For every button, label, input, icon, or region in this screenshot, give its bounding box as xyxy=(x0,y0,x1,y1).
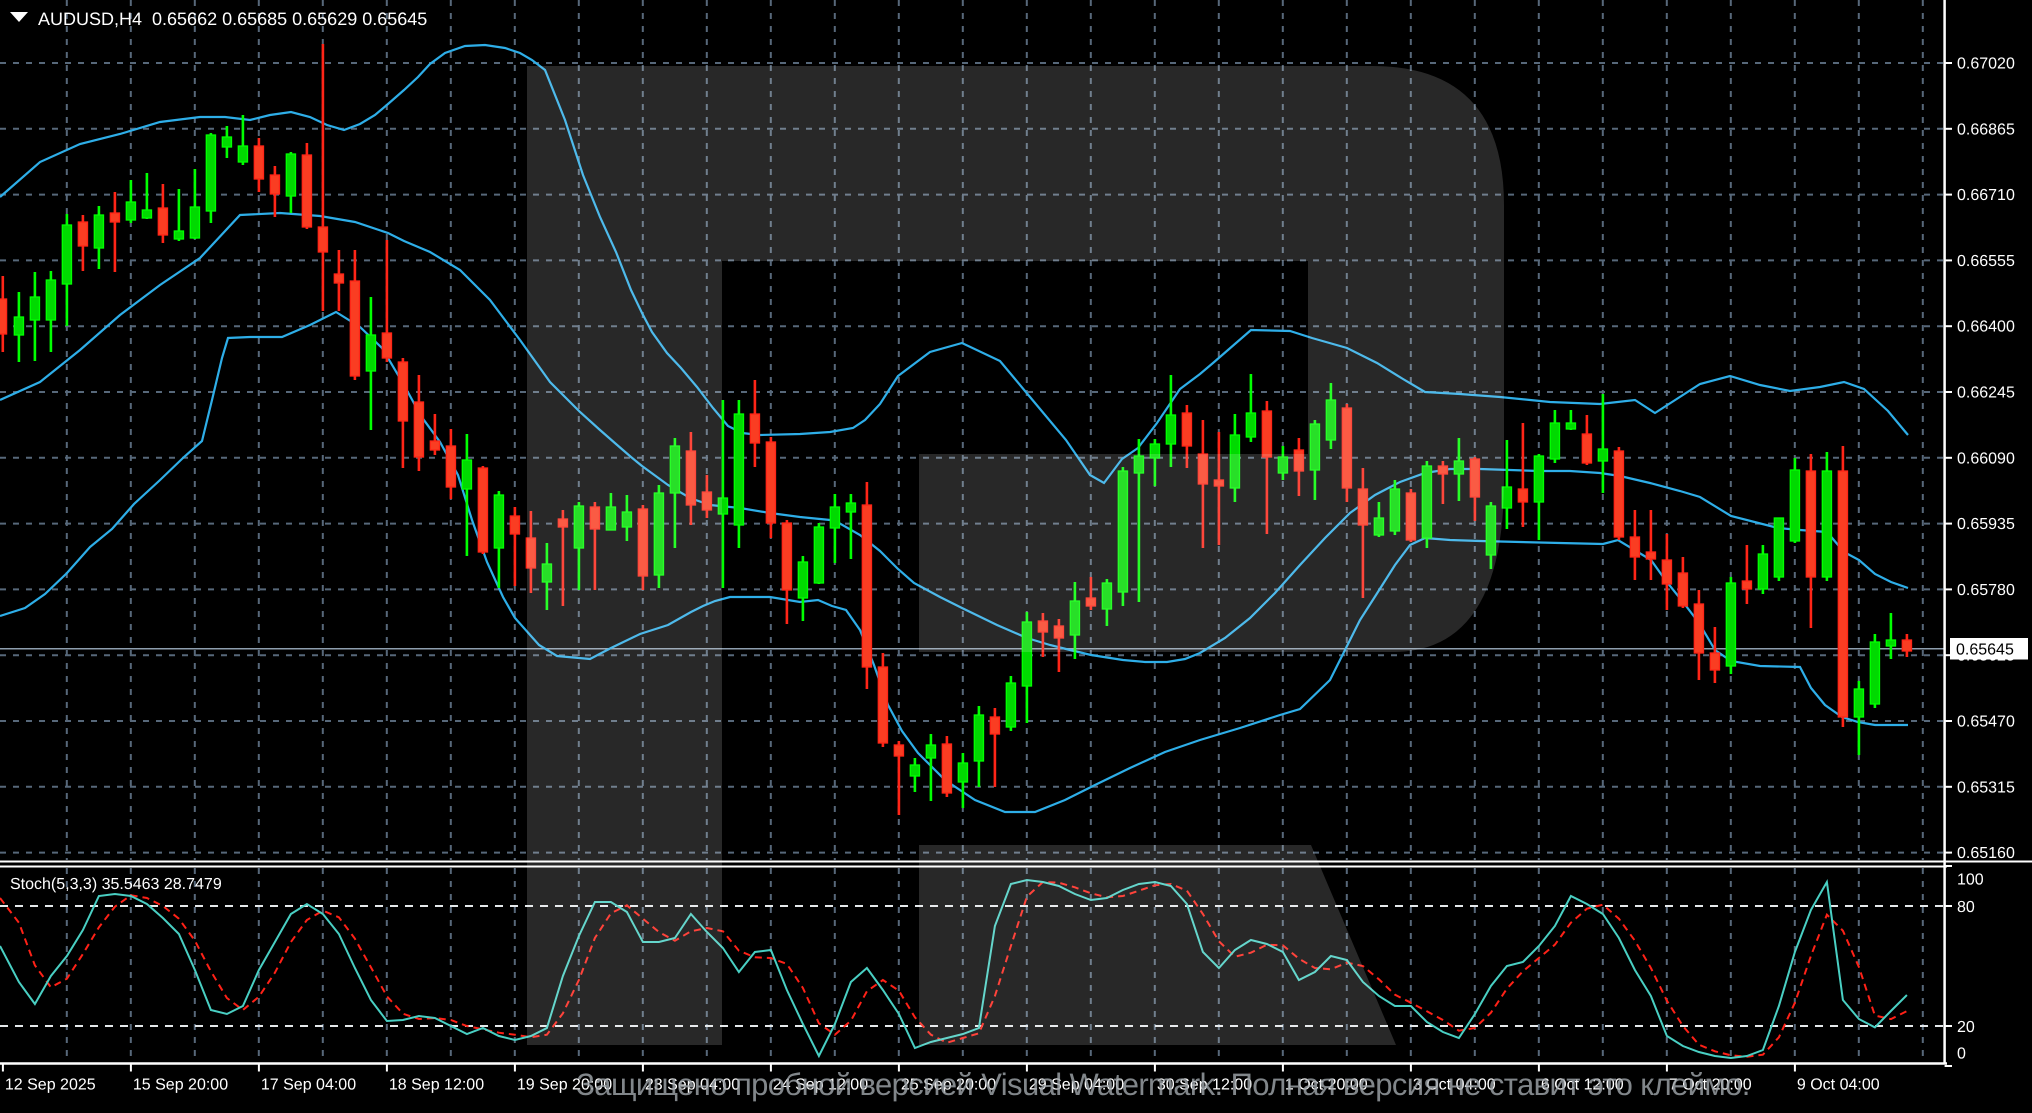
svg-text:0.65160: 0.65160 xyxy=(1957,845,2015,862)
svg-text:0.66865: 0.66865 xyxy=(1957,121,2015,138)
svg-text:19 Sep 20:00: 19 Sep 20:00 xyxy=(517,1077,612,1094)
svg-text:23 Sep 04:00: 23 Sep 04:00 xyxy=(645,1077,740,1094)
svg-text:24 Sep 12:00: 24 Sep 12:00 xyxy=(773,1077,868,1094)
svg-text:29 Sep 04:00: 29 Sep 04:00 xyxy=(1029,1077,1124,1094)
svg-text:25 Sep 20:00: 25 Sep 20:00 xyxy=(901,1077,996,1094)
svg-text:0.65470: 0.65470 xyxy=(1957,714,2015,731)
svg-text:12 Sep 2025: 12 Sep 2025 xyxy=(5,1077,96,1094)
svg-text:1 Oct 20:00: 1 Oct 20:00 xyxy=(1285,1077,1368,1094)
svg-text:0.65645: 0.65645 xyxy=(1956,641,2014,658)
svg-text:0.66710: 0.66710 xyxy=(1957,187,2015,204)
svg-text:0.66400: 0.66400 xyxy=(1957,319,2015,336)
svg-text:3 Oct 04:00: 3 Oct 04:00 xyxy=(1413,1077,1496,1094)
svg-text:80: 80 xyxy=(1957,899,1975,916)
svg-text:0.66245: 0.66245 xyxy=(1957,385,2015,402)
svg-text:0.66090: 0.66090 xyxy=(1957,450,2015,467)
svg-text:20: 20 xyxy=(1957,1019,1975,1036)
svg-text:18 Sep 12:00: 18 Sep 12:00 xyxy=(389,1077,484,1094)
svg-text:0.65315: 0.65315 xyxy=(1957,779,2015,796)
svg-text:Stoch(5,3,3) 35.5463 28.7479: Stoch(5,3,3) 35.5463 28.7479 xyxy=(10,876,222,893)
svg-text:0: 0 xyxy=(1957,1046,1966,1063)
svg-text:AUDUSD,H4 0.65662 0.65685 0.6: AUDUSD,H4 0.65662 0.65685 0.65629 0.6564… xyxy=(38,9,427,29)
svg-text:6 Oct 12:00: 6 Oct 12:00 xyxy=(1541,1077,1624,1094)
svg-text:0.67020: 0.67020 xyxy=(1957,56,2015,73)
svg-text:Защищено пробной версией Visua: Защищено пробной версией Visual Watermar… xyxy=(576,1067,1750,1102)
svg-text:9 Oct 04:00: 9 Oct 04:00 xyxy=(1797,1077,1880,1094)
svg-text:30 Sep 12:00: 30 Sep 12:00 xyxy=(1157,1077,1252,1094)
svg-text:15 Sep 20:00: 15 Sep 20:00 xyxy=(133,1077,228,1094)
svg-text:17 Sep 04:00: 17 Sep 04:00 xyxy=(261,1077,356,1094)
svg-text:0.65780: 0.65780 xyxy=(1957,582,2015,599)
svg-text:0.65935: 0.65935 xyxy=(1957,516,2015,533)
svg-text:100: 100 xyxy=(1957,872,1984,889)
svg-text:0.66555: 0.66555 xyxy=(1957,253,2015,270)
svg-text:7 Oct 20:00: 7 Oct 20:00 xyxy=(1669,1077,1752,1094)
